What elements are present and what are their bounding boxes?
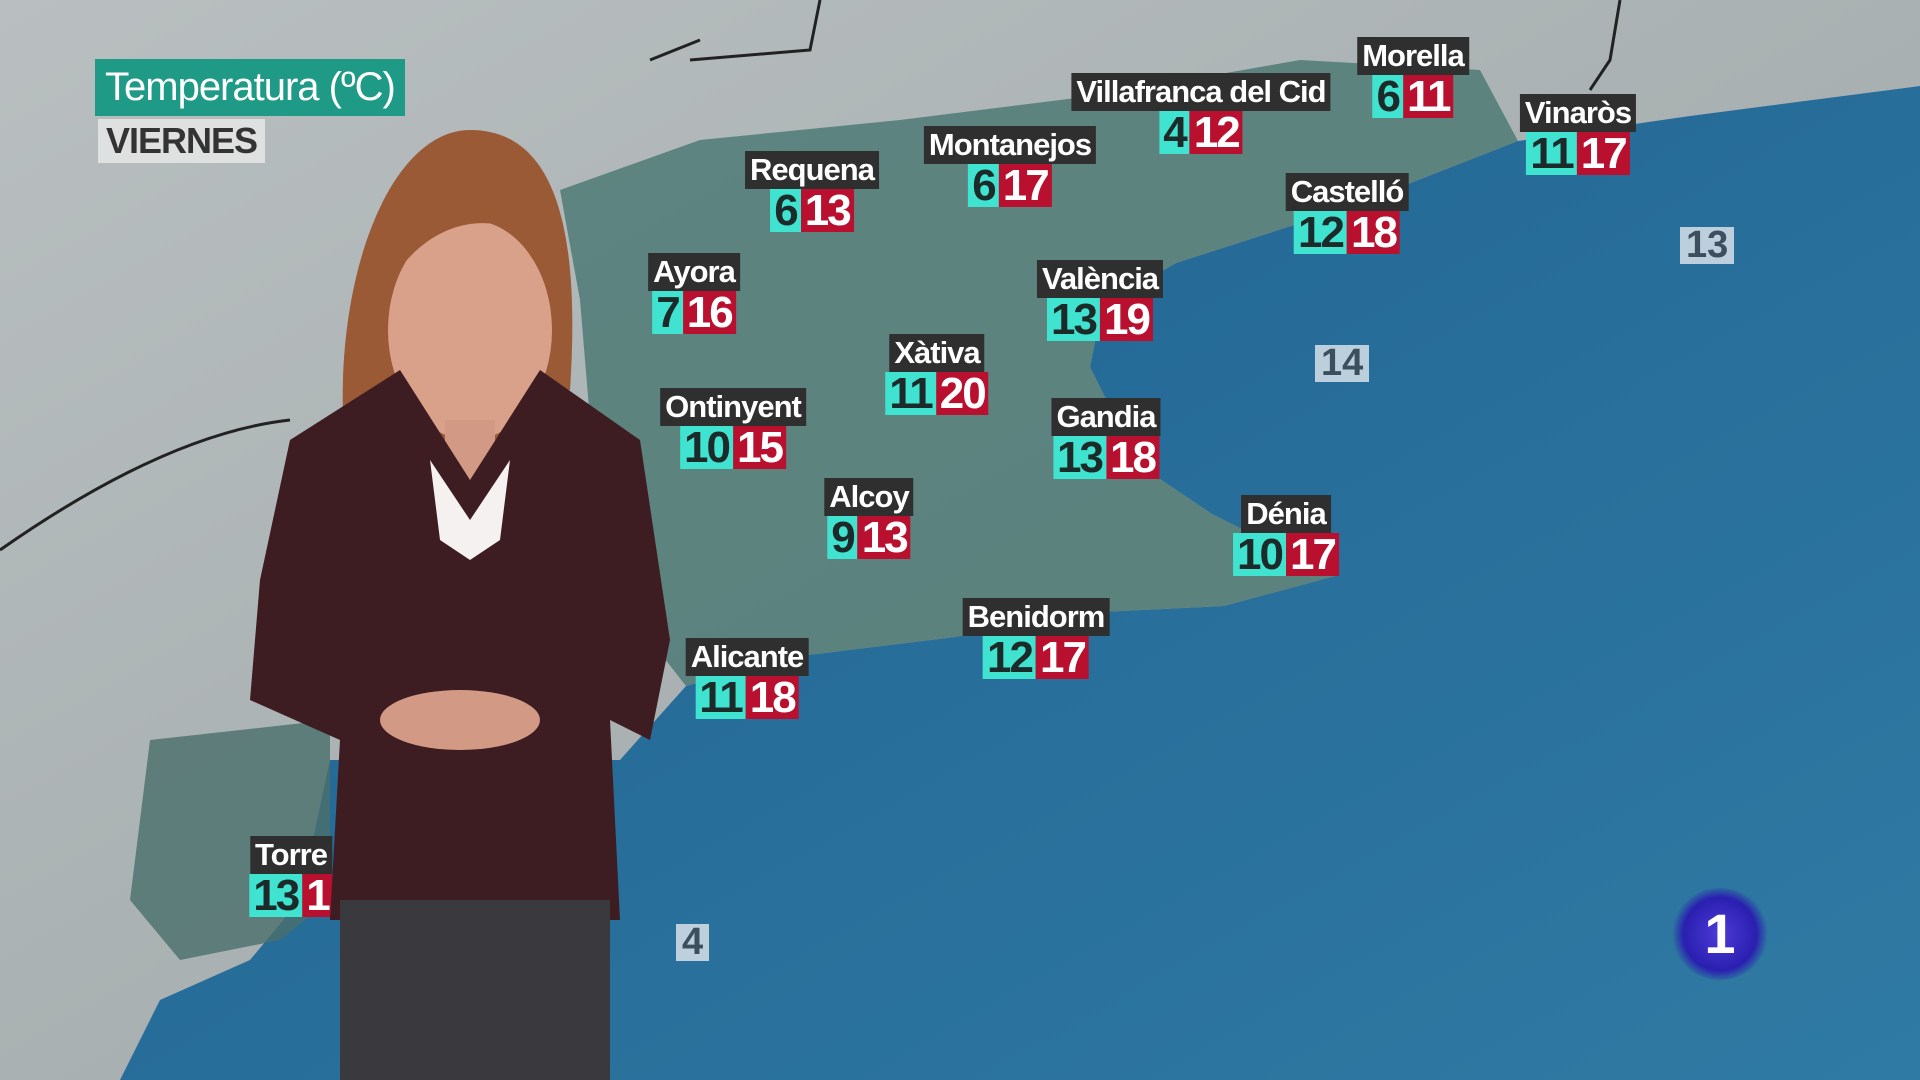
city-forecast: Requena 6 13 — [745, 151, 879, 233]
temperature-pair: 10 17 — [1233, 533, 1339, 577]
min-temperature: 13 — [1053, 436, 1106, 480]
city-forecast: València 13 19 — [1036, 260, 1164, 342]
city-forecast: Torre 13 1 — [249, 836, 333, 918]
city-name: Ontinyent — [660, 388, 806, 426]
city-forecast: Dénia 10 17 — [1233, 495, 1339, 577]
city-name: Gandia — [1051, 398, 1161, 436]
city-forecast: Ayora 7 16 — [648, 253, 740, 335]
city-name: València — [1036, 260, 1164, 298]
city-name: Castelló — [1285, 173, 1409, 211]
temperature-pair: 11 17 — [1526, 132, 1630, 176]
city-name: Torre — [250, 836, 332, 874]
city-forecast: Vinaròs 11 17 — [1519, 94, 1637, 176]
min-temperature: 11 — [695, 676, 746, 720]
city-name: Montanejos — [923, 126, 1097, 164]
min-temperature: 11 — [885, 372, 936, 416]
city-forecast: Montanejos 6 17 — [923, 126, 1097, 208]
forecast-day: VIERNES — [98, 119, 266, 163]
sea-temperature: 14 — [1315, 344, 1370, 382]
city-name: Xàtiva — [889, 334, 985, 372]
city-forecast: Gandia 13 18 — [1051, 398, 1161, 480]
city-name: Morella — [1357, 37, 1469, 75]
temperature-pair: 9 13 — [827, 516, 911, 560]
min-temperature: 10 — [1233, 533, 1286, 577]
city-forecast: Alcoy 9 13 — [824, 478, 914, 560]
max-temperature: 17 — [1576, 132, 1630, 176]
city-forecast: Morella 6 11 — [1357, 37, 1469, 119]
temperature-pair: 6 13 — [770, 189, 854, 233]
temperature-pair: 13 1 — [249, 874, 333, 918]
max-temperature: 19 — [1100, 298, 1153, 342]
temperature-pair: 11 20 — [885, 372, 989, 416]
map-title: Temperatura (ºC) — [95, 59, 405, 116]
max-temperature: 17 — [1286, 533, 1339, 577]
max-temperature: 11 — [1402, 75, 1454, 119]
temperature-pair: 13 18 — [1053, 436, 1159, 480]
city-forecast: Benidorm 12 17 — [962, 598, 1110, 680]
max-temperature: 12 — [1189, 111, 1243, 155]
city-name: Vinaròs — [1519, 94, 1637, 132]
min-temperature: 12 — [1294, 211, 1347, 255]
tve-la1-logo: 1 — [1672, 888, 1768, 980]
min-temperature: 9 — [827, 516, 858, 560]
city-name: Alicante — [685, 638, 809, 676]
sea-temperature: 13 — [1680, 226, 1735, 264]
min-temperature: 4 — [1159, 111, 1190, 155]
temperature-pair: 6 11 — [1372, 75, 1454, 119]
max-temperature: 1 — [302, 874, 333, 918]
min-temperature: 13 — [249, 874, 303, 918]
temperature-pair: 7 16 — [652, 291, 736, 335]
city-name: Ayora — [648, 253, 740, 291]
temperature-pair: 10 15 — [680, 426, 786, 470]
temperature-pair: 11 18 — [695, 676, 799, 720]
min-temperature: 6 — [1372, 75, 1403, 119]
max-temperature: 20 — [935, 372, 989, 416]
max-temperature: 18 — [1346, 211, 1400, 255]
max-temperature: 13 — [800, 189, 854, 233]
min-temperature: 10 — [680, 426, 733, 470]
temperature-pair: 12 18 — [1294, 211, 1400, 255]
city-forecast: Alicante 11 18 — [685, 638, 809, 720]
min-temperature: 6 — [968, 164, 999, 208]
presenter — [250, 130, 670, 1080]
temperature-pair: 13 19 — [1047, 298, 1153, 342]
temperature-pair: 4 12 — [1159, 111, 1243, 155]
max-temperature: 18 — [745, 676, 799, 720]
max-temperature: 13 — [857, 516, 911, 560]
min-temperature: 12 — [983, 636, 1036, 680]
city-name: Dénia — [1241, 495, 1331, 533]
city-name: Requena — [745, 151, 879, 189]
max-temperature: 18 — [1106, 436, 1159, 480]
temperature-pair: 12 17 — [983, 636, 1089, 680]
border-line — [0, 0, 1622, 552]
city-forecast: Ontinyent 10 15 — [660, 388, 806, 470]
city-name: Villafranca del Cid — [1071, 73, 1331, 111]
temperature-pair: 6 17 — [968, 164, 1052, 208]
sea-temperature: 4 — [676, 923, 710, 961]
min-temperature: 7 — [652, 291, 683, 335]
max-temperature: 15 — [732, 426, 786, 470]
max-temperature: 17 — [1036, 636, 1089, 680]
max-temperature: 16 — [682, 291, 736, 335]
min-temperature: 6 — [770, 189, 801, 233]
city-forecast: Villafranca del Cid 4 12 — [1071, 73, 1331, 155]
city-forecast: Castelló 12 18 — [1285, 173, 1409, 255]
city-forecast: Xàtiva 11 20 — [885, 334, 989, 416]
city-name: Alcoy — [824, 478, 914, 516]
min-temperature: 11 — [1526, 132, 1577, 176]
city-name: Benidorm — [962, 598, 1110, 636]
max-temperature: 17 — [998, 164, 1052, 208]
min-temperature: 13 — [1047, 298, 1100, 342]
